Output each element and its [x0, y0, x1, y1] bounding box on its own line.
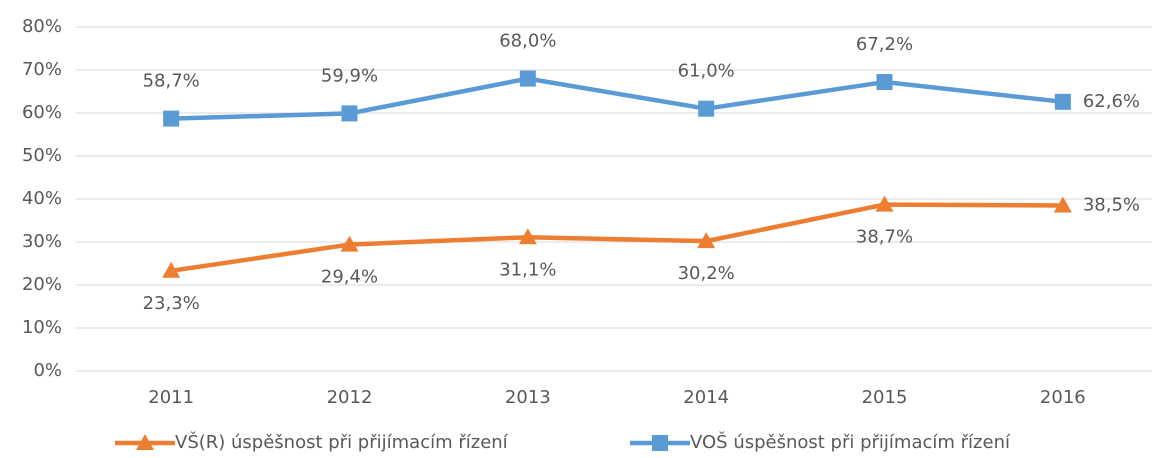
marker	[698, 100, 715, 117]
data-label: 38,5%	[1083, 194, 1140, 215]
marker	[341, 105, 358, 122]
x-tick-label: 2012	[327, 387, 373, 408]
x-tick-label: 2011	[148, 387, 194, 408]
y-tick-label: 10%	[22, 317, 62, 338]
marker	[697, 232, 716, 249]
x-tick-label: 2016	[1040, 387, 1086, 408]
data-label: 23,3%	[143, 293, 200, 314]
data-label: 61,0%	[678, 61, 735, 82]
legend-label: VOŠ úspěšnost při přijímacím řízení	[690, 431, 1011, 453]
series-line	[171, 76, 1064, 121]
data-label: 30,2%	[678, 263, 735, 284]
x-tick-label: 2014	[683, 387, 729, 408]
data-label: 58,7%	[143, 71, 200, 92]
y-tick-label: 30%	[22, 231, 62, 252]
marker	[340, 235, 359, 252]
legend-label: VŠ(R) úspěšnost při přijímacím řízení	[175, 431, 509, 453]
marker	[1054, 93, 1071, 110]
marker	[1053, 196, 1072, 213]
data-label: 62,6%	[1083, 91, 1140, 112]
marker	[518, 228, 537, 245]
marker	[519, 70, 536, 87]
x-tick-label: 2015	[862, 387, 908, 408]
marker	[162, 261, 181, 278]
data-label: 68,0%	[499, 31, 556, 52]
data-label: 31,1%	[499, 259, 556, 280]
data-label: 29,4%	[321, 267, 378, 288]
y-tick-label: 70%	[22, 59, 62, 80]
marker	[136, 434, 154, 450]
marker	[163, 110, 180, 127]
data-label: 38,7%	[856, 227, 913, 248]
y-tick-label: 80%	[22, 16, 62, 37]
y-tick-label: 40%	[22, 188, 62, 209]
marker	[652, 435, 668, 451]
marker	[876, 74, 893, 91]
y-tick-label: 60%	[22, 102, 62, 123]
marker	[875, 195, 894, 212]
y-tick-label: 50%	[22, 145, 62, 166]
y-tick-label: 0%	[33, 360, 62, 381]
data-label: 59,9%	[321, 65, 378, 86]
y-tick-label: 20%	[22, 274, 62, 295]
data-label: 67,2%	[856, 34, 913, 55]
series-line	[170, 202, 1063, 274]
x-tick-label: 2013	[505, 387, 551, 408]
